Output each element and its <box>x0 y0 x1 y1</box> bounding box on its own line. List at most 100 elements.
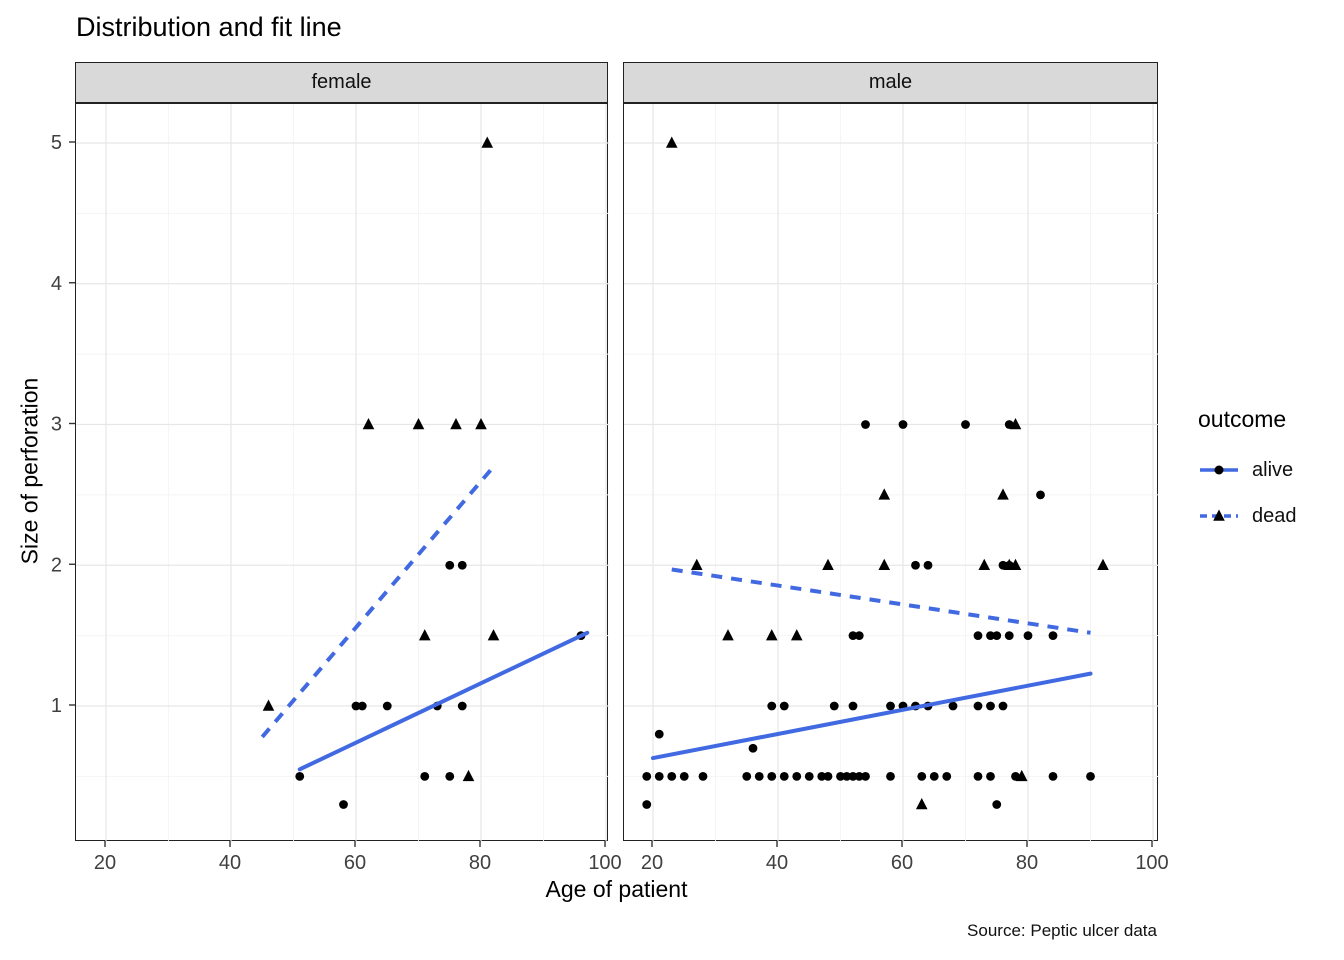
data-point-alive <box>457 560 467 570</box>
data-point-alive <box>748 743 758 753</box>
source-caption: Source: Peptic ulcer data <box>967 921 1157 940</box>
data-point-alive <box>1048 631 1058 641</box>
data-point-alive <box>898 420 908 429</box>
facet-strip-male: male <box>623 62 1158 103</box>
data-point-alive <box>992 800 1002 809</box>
dead-key-icon <box>1200 509 1238 521</box>
data-point-alive <box>679 771 689 781</box>
data-point-dead <box>665 136 678 148</box>
data-point-alive <box>992 631 1002 641</box>
data-point-alive <box>948 701 958 711</box>
data-point-alive <box>767 701 777 711</box>
data-point-dead <box>997 488 1009 500</box>
data-point-alive <box>817 771 827 781</box>
x-tick-label: 20 <box>94 852 116 874</box>
y-tick-label: 2 <box>51 554 62 576</box>
data-point-dead <box>487 629 500 641</box>
data-point-alive <box>829 701 839 711</box>
data-point-alive <box>445 560 455 570</box>
data-point-dead <box>1015 769 1028 782</box>
data-point-alive <box>742 771 752 781</box>
x-tick-label: 60 <box>344 852 366 874</box>
y-tick-label: 4 <box>51 273 62 295</box>
data-point-alive <box>998 701 1008 711</box>
data-point-alive <box>754 771 764 781</box>
data-point-alive <box>667 771 677 781</box>
data-point-alive <box>848 771 858 781</box>
data-point-dead <box>765 629 778 641</box>
legend-entry-dead: dead <box>1198 499 1297 533</box>
data-point-alive <box>357 701 367 711</box>
data-point-alive <box>642 800 652 809</box>
data-point-dead <box>262 699 275 711</box>
data-point-alive <box>1023 631 1033 641</box>
data-point-alive <box>420 771 430 781</box>
fit-line-dead <box>260 465 496 739</box>
chart-title: Distribution and fit line <box>76 12 342 42</box>
data-point-dead <box>690 558 703 570</box>
data-point-alive <box>854 771 864 781</box>
fit-line-alive <box>651 671 1093 761</box>
data-point-dead <box>915 798 928 810</box>
data-point-alive <box>886 771 895 781</box>
data-point-alive <box>804 771 814 781</box>
data-point-alive <box>642 771 652 781</box>
y-tick-label: 5 <box>51 132 62 154</box>
data-point-alive <box>961 420 970 429</box>
x-tick-label: 100 <box>1135 852 1168 874</box>
data-point-dead <box>1009 558 1022 570</box>
data-point-alive <box>986 771 995 781</box>
data-point-dead <box>878 558 891 570</box>
data-point-dead <box>978 558 991 570</box>
data-point-alive <box>917 771 927 781</box>
data-point-alive <box>339 800 348 809</box>
fit-line-alive <box>297 630 590 772</box>
data-point-alive <box>382 701 392 711</box>
data-point-alive <box>445 771 455 781</box>
facet-panel-male <box>623 103 1159 842</box>
data-point-alive <box>1086 771 1095 781</box>
data-point-alive <box>779 701 789 711</box>
data-point-alive <box>823 771 833 781</box>
x-tick-label: 60 <box>891 852 913 874</box>
data-point-dead <box>790 629 803 641</box>
data-point-alive <box>295 771 305 781</box>
data-point-alive <box>848 631 858 641</box>
data-point-alive <box>973 631 983 641</box>
data-point-alive <box>767 771 777 781</box>
data-point-alive <box>911 560 920 570</box>
data-point-alive <box>1004 631 1014 641</box>
x-tick-label: 20 <box>641 852 663 874</box>
data-point-alive <box>457 701 467 711</box>
male-plot-area <box>624 104 1159 842</box>
female-plot-area <box>76 104 609 842</box>
data-point-alive <box>351 701 361 711</box>
x-tick-label: 40 <box>219 852 241 874</box>
data-point-alive <box>861 771 870 781</box>
data-point-alive <box>848 701 858 711</box>
data-point-dead <box>475 418 487 430</box>
data-point-alive <box>942 771 952 781</box>
data-point-dead <box>450 418 462 430</box>
legend-entry-alive: alive <box>1198 453 1297 487</box>
legend-label-dead: dead <box>1252 504 1297 527</box>
legend: outcome alive dead <box>1198 406 1297 545</box>
data-point-alive <box>842 771 852 781</box>
fit-line-dead <box>671 567 1091 635</box>
facet-label-male: male <box>868 71 913 93</box>
x-tick-label: 80 <box>469 852 491 874</box>
data-point-alive <box>861 420 870 429</box>
data-point-alive <box>854 631 864 641</box>
y-axis-title: Size of perforation <box>16 377 43 565</box>
data-point-alive <box>923 560 933 570</box>
data-point-dead <box>412 418 425 430</box>
facet-panel-female <box>75 103 609 842</box>
data-point-dead <box>362 418 375 430</box>
data-point-alive <box>654 729 664 739</box>
x-tick-label: 40 <box>766 852 788 874</box>
data-point-alive <box>929 771 939 781</box>
data-point-dead <box>1097 558 1109 570</box>
x-tick-label: 80 <box>1016 852 1038 874</box>
x-axis-title: Age of patient <box>545 876 688 902</box>
data-point-alive <box>1048 771 1058 781</box>
